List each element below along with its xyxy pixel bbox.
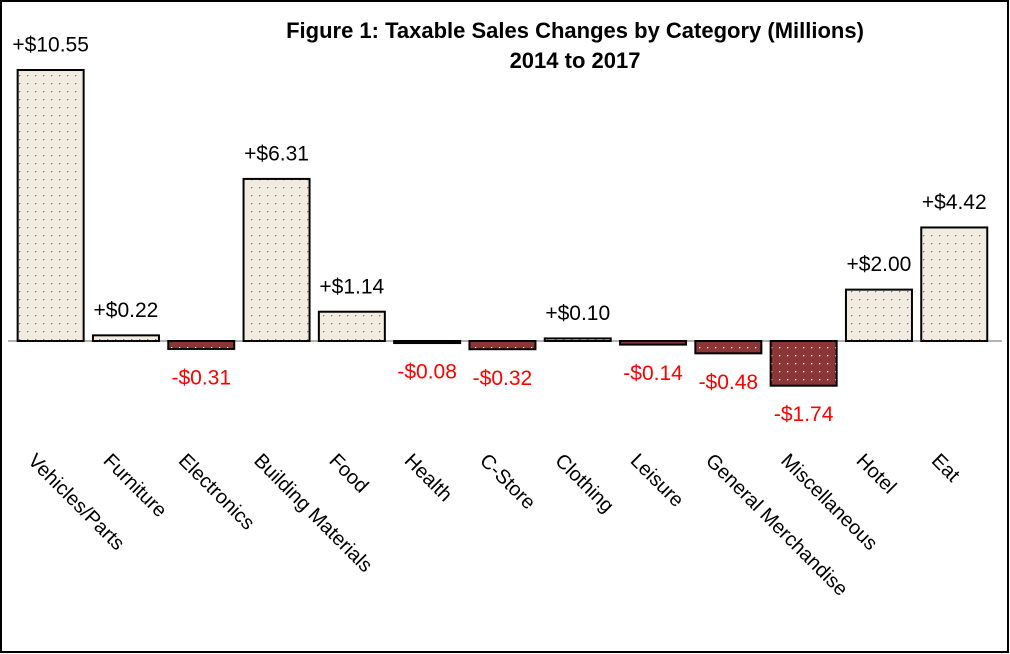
value-label: -$0.32 xyxy=(473,367,533,390)
value-label: -$0.08 xyxy=(397,361,457,384)
value-label: +$1.14 xyxy=(319,275,384,298)
value-label: +$0.10 xyxy=(545,302,610,325)
value-label: +$4.42 xyxy=(922,191,987,214)
bar xyxy=(317,310,386,342)
bar xyxy=(242,177,311,342)
bar xyxy=(16,69,85,342)
bar xyxy=(844,288,913,342)
bar xyxy=(91,334,160,343)
chart-title: Figure 1: Taxable Sales Changes by Categ… xyxy=(286,18,864,43)
bar xyxy=(769,340,838,387)
value-label: +$10.55 xyxy=(12,34,89,57)
chart-subtitle: 2014 to 2017 xyxy=(510,48,641,73)
value-label: -$0.14 xyxy=(623,362,683,385)
bar xyxy=(619,340,688,346)
value-label: +$2.00 xyxy=(847,253,912,276)
bar xyxy=(167,340,236,350)
bar xyxy=(543,337,612,342)
value-label: +$0.22 xyxy=(94,299,159,322)
value-label: -$0.31 xyxy=(171,367,231,390)
value-label: +$6.31 xyxy=(244,142,309,165)
value-label: -$0.48 xyxy=(699,371,759,394)
bar xyxy=(468,340,537,351)
bar xyxy=(393,340,462,345)
value-label: -$1.74 xyxy=(774,403,834,426)
bar xyxy=(694,340,763,355)
bar xyxy=(920,226,989,342)
